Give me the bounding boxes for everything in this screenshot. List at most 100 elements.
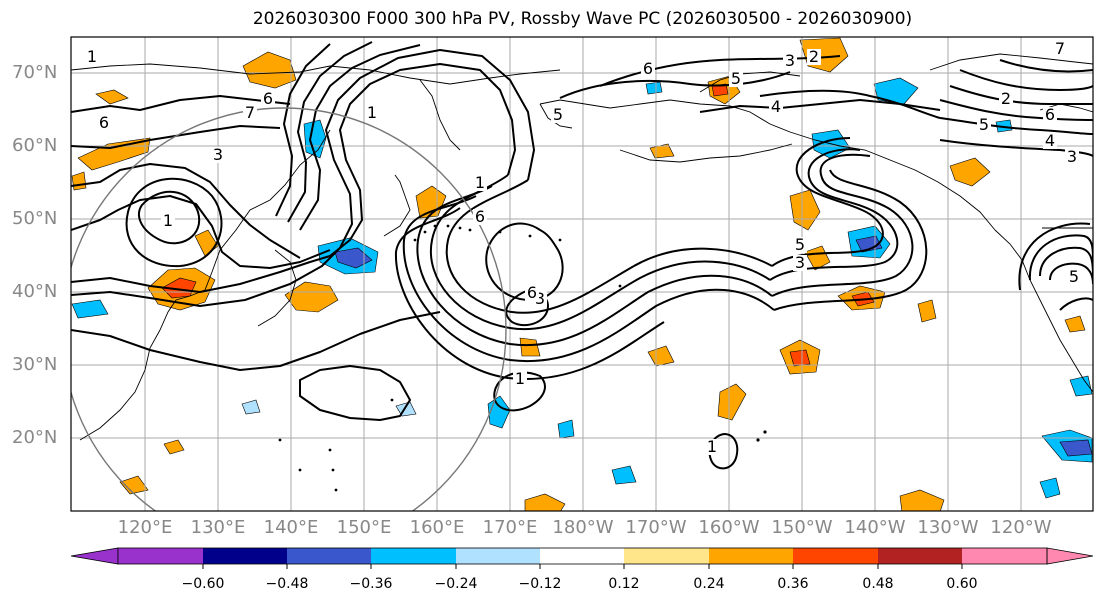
positive-patch — [804, 245, 831, 271]
contour-label-bg — [261, 91, 275, 107]
contour-label-bg — [1043, 133, 1057, 149]
contour-label-bg — [551, 107, 565, 123]
contour-label: 1 — [87, 47, 97, 66]
contour-label: 6 — [263, 89, 273, 108]
contour-label-bg — [513, 371, 527, 387]
contour-label: 5 — [795, 235, 805, 254]
contour-label-bg — [729, 71, 743, 87]
contour-label: 4 — [771, 97, 781, 116]
contour-label: 4 — [1045, 131, 1055, 150]
lon-label: 160°E — [409, 517, 465, 538]
positive-patch — [284, 281, 339, 313]
lon-label: 120°E — [117, 517, 173, 538]
lon-label: 150°W — [771, 517, 833, 538]
positive-patch — [647, 345, 675, 367]
contour-label-bg — [793, 255, 807, 271]
colorbar-swatch — [371, 548, 456, 564]
colorbar-extend-high — [1046, 547, 1094, 565]
lat-label: 70°N — [12, 62, 58, 83]
lon-label: 160°W — [698, 517, 760, 538]
contour-label-bg — [85, 49, 99, 65]
positive-patch — [917, 299, 937, 323]
contour-label-bg — [769, 99, 783, 115]
colorbar-swatch — [540, 548, 624, 564]
negative-patch — [395, 401, 417, 417]
colorbar-swatch — [624, 548, 709, 564]
contour-label: 5 — [979, 115, 989, 134]
contour-label: 1 — [475, 173, 485, 192]
colorbar-swatch — [118, 548, 203, 564]
contour-label: 5 — [731, 69, 741, 88]
lon-label: 150°E — [336, 517, 392, 538]
contour-label-bg — [641, 61, 655, 77]
positive-patch — [119, 475, 149, 495]
negative-patch — [1039, 477, 1061, 499]
colorbar-swatch — [456, 548, 540, 564]
contour-label: 6 — [1045, 105, 1055, 124]
contour-label: 3 — [795, 253, 805, 272]
contour-label: 6 — [99, 113, 109, 132]
contour-label: 1 — [163, 211, 173, 230]
colorbar-tick-label: −0.60 — [181, 576, 225, 592]
lon-label: 120°W — [990, 517, 1052, 538]
colorbar-swatch — [287, 548, 371, 564]
positive-patch — [519, 337, 541, 357]
lon-label: 140°E — [263, 517, 319, 538]
positive-patch — [899, 489, 945, 511]
positive-patch — [524, 493, 566, 511]
contour-label-bg — [999, 91, 1013, 107]
lat-label: 30°N — [12, 354, 58, 375]
colorbar — [70, 547, 1094, 569]
contour-label: 1 — [515, 369, 525, 388]
lon-label: 170°W — [625, 517, 687, 538]
colorbar-tick-label: −0.36 — [349, 576, 393, 592]
positive-patch — [95, 89, 129, 105]
contour-label-bg — [365, 105, 379, 121]
reference-circle — [71, 107, 507, 511]
positive-patch — [789, 349, 811, 367]
negative-patch — [611, 465, 637, 485]
lon-label: 170°E — [482, 517, 538, 538]
colorbar-tick-label: −0.48 — [265, 576, 309, 592]
contour-label-bg — [161, 213, 175, 229]
map-frame — [70, 36, 1094, 512]
positive-patch — [161, 277, 197, 299]
colorbar-swatch — [962, 548, 1047, 564]
contour-label-bg — [807, 49, 821, 65]
positive-patch — [789, 189, 821, 231]
colorbar-tick-label: 0.36 — [777, 576, 809, 592]
contour-label: 2 — [809, 47, 819, 66]
negative-patch — [71, 299, 109, 319]
colorbar-swatch — [709, 548, 793, 564]
contour-label-bg — [525, 285, 539, 301]
colorbar-swatch — [203, 548, 287, 564]
colorbar-tick-label: 0.48 — [862, 576, 894, 592]
colorbar-swatch — [793, 548, 878, 564]
positive-patch — [949, 157, 991, 187]
contour-label-bg — [783, 53, 797, 69]
contour-label: 5 — [553, 105, 563, 124]
lat-label: 50°N — [12, 208, 58, 229]
contour-label: 3 — [785, 51, 795, 70]
positive-patch — [242, 51, 297, 89]
negative-patch — [1059, 439, 1093, 457]
contour-label-bg — [977, 117, 991, 133]
negative-patch — [303, 119, 327, 159]
contour-label: 3 — [1067, 147, 1077, 166]
map-background — [71, 37, 1093, 511]
coastlines — [71, 53, 1093, 441]
lon-label: 130°E — [190, 517, 246, 538]
graticule — [71, 37, 1093, 511]
contour-label-bg — [1043, 107, 1057, 123]
contour-label: 6 — [527, 283, 537, 302]
negative-patch — [241, 399, 261, 415]
contour-label-bg — [705, 439, 719, 455]
lat-label: 60°N — [12, 135, 58, 156]
colorbar-tick-label: −0.24 — [434, 576, 478, 592]
positive-patch — [717, 383, 747, 421]
colorbar-outline — [117, 547, 1048, 565]
contour-label-bg — [1067, 269, 1081, 285]
colorbar-tick-label: 0.60 — [946, 576, 978, 592]
